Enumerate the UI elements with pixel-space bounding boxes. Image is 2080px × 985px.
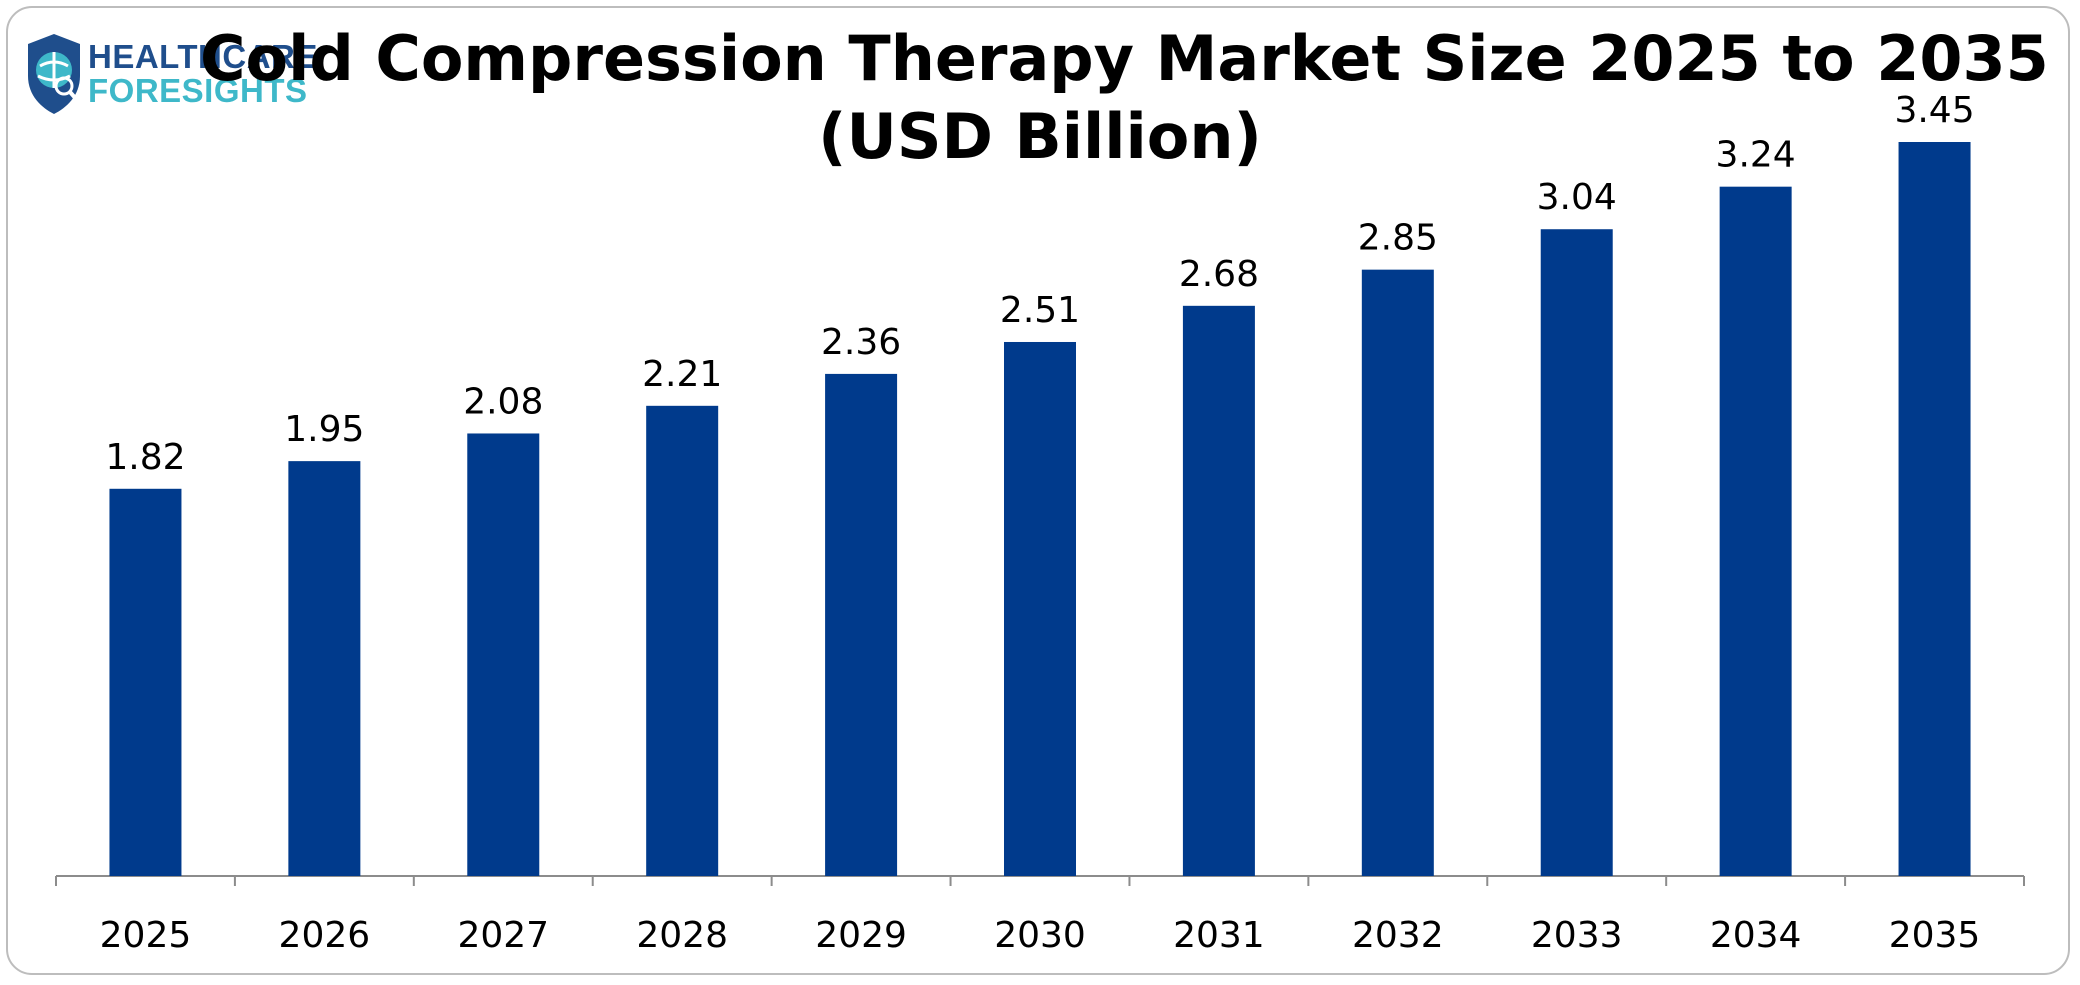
healthcare-foresights-logo: HEALTHCARE FORESIGHTS [22, 30, 317, 122]
data-label: 3.24 [1716, 135, 1796, 176]
logo-text-foresights: FORESIGHTS [88, 72, 308, 109]
data-label: 1.82 [105, 437, 185, 478]
data-label: 2.51 [1000, 290, 1080, 331]
x-tick-label: 2026 [279, 915, 371, 956]
data-label: 1.95 [284, 409, 364, 450]
chart-title: Cold Compression Therapy Market Size 202… [200, 22, 2049, 95]
bar-2032 [1361, 269, 1434, 876]
bar-2035 [1898, 142, 1971, 876]
bar-2027 [467, 433, 540, 876]
data-label: 3.45 [1894, 90, 1974, 131]
x-tick-label: 2033 [1531, 915, 1623, 956]
x-tick-label: 2032 [1352, 915, 1444, 956]
bar-2029 [825, 373, 898, 876]
x-tick-label: 2028 [636, 915, 728, 956]
x-tick-label: 2030 [994, 915, 1086, 956]
chart-subtitle: (USD Billion) [818, 100, 1262, 173]
data-label: 2.68 [1179, 254, 1259, 295]
bar-2031 [1182, 305, 1255, 876]
bar-2033 [1540, 229, 1613, 876]
data-label: 2.85 [1358, 218, 1438, 259]
bar-2026 [288, 461, 361, 876]
logo-text-healthcare: HEALTHCARE [88, 38, 318, 75]
x-tick-label: 2034 [1710, 915, 1802, 956]
data-label: 2.36 [821, 322, 901, 363]
bar-2034 [1719, 186, 1792, 877]
chart-title-block: Cold Compression Therapy Market Size 202… [200, 20, 2049, 176]
x-tick-label: 2035 [1889, 915, 1981, 956]
bar-2028 [646, 405, 719, 876]
x-tick-label: 2027 [457, 915, 549, 956]
data-label: 2.21 [642, 354, 722, 395]
bar-2030 [1004, 341, 1076, 876]
x-tick-label: 2029 [815, 915, 907, 956]
data-label: 2.08 [463, 381, 543, 422]
data-label: 3.04 [1537, 177, 1617, 218]
x-tick-label: 2031 [1173, 915, 1265, 956]
shield-globe-icon [28, 34, 80, 114]
bar-2025 [109, 488, 182, 876]
x-tick-label: 2025 [100, 915, 192, 956]
